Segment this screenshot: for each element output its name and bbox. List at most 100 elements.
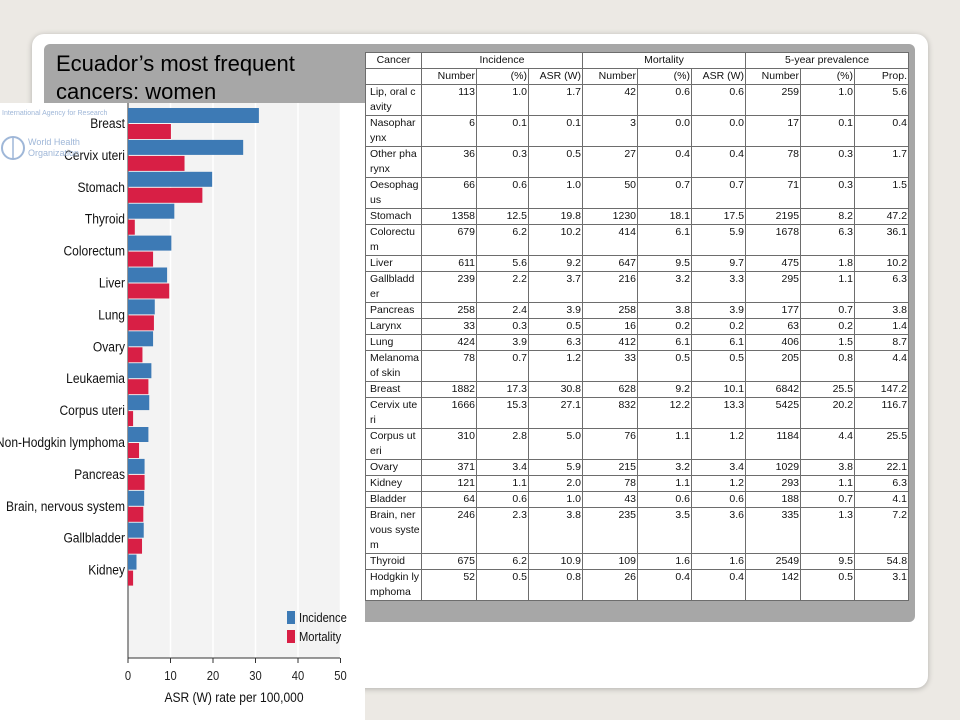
value-cell: 1.3 (800, 507, 856, 554)
category-label: Kidney (88, 562, 125, 578)
value-cell: 1.2 (690, 428, 747, 460)
value-cell: 2.4 (476, 302, 529, 319)
value-cell: 2549 (745, 553, 802, 570)
value-cell: 1678 (745, 224, 802, 256)
bar-chart-panel: 0 10 20 30 40 50 Breast Cervix uteri Stomach Thyr… (0, 103, 365, 720)
value-cell: 0.6 (637, 491, 692, 508)
value-cell: 0.7 (800, 491, 856, 508)
value-cell: 33 (421, 318, 477, 335)
table-row: Melanoma of skin 78 0.7 1.2 33 0.5 0.5 205 0.8 4.… (365, 350, 910, 382)
value-cell: 0.1 (476, 115, 529, 147)
sub-header-cell: Number (421, 68, 477, 85)
value-cell: 63 (745, 318, 802, 335)
value-cell: 9.5 (637, 255, 692, 272)
value-cell: 611 (421, 255, 477, 272)
value-cell: 0.3 (800, 146, 856, 178)
category-label: Thyroid (85, 211, 125, 227)
sub-header-cell (365, 68, 422, 85)
value-cell: 406 (745, 334, 802, 351)
x-axis-label: ASR (W) rate per 100,000 (164, 689, 303, 705)
value-cell: 0.6 (690, 84, 747, 116)
value-cell: 1.0 (476, 84, 529, 116)
value-cell: 1.0 (528, 177, 583, 209)
value-cell: 0.5 (690, 350, 747, 382)
value-cell: 6.3 (854, 271, 910, 303)
x-tick-label: 50 (334, 668, 347, 683)
value-cell: 1882 (421, 381, 477, 398)
table-row: Lung 424 3.9 6.3 412 6.1 6.1 406 1.5 8.7 (365, 334, 910, 351)
value-cell: 9.5 (800, 553, 856, 570)
mortality-bar (128, 315, 154, 331)
value-cell: 0.5 (528, 146, 583, 178)
incidence-bar (128, 139, 244, 155)
value-cell: 216 (582, 271, 638, 303)
table-row: Cervix uteri 1666 15.3 27.1 832 12.2 13.3 5425 2… (365, 397, 910, 429)
value-cell: 3.4 (476, 459, 529, 476)
sub-header-cell: Prop. (854, 68, 910, 85)
category-label: Breast (90, 115, 125, 131)
cancer-name-cell: Corpus uteri (365, 428, 422, 460)
table-group-header-row: Cancer Incidence Mortality 5-year preval… (365, 52, 910, 69)
cancer-name-cell: Hodgkin lymphoma (365, 569, 422, 601)
table-row: Larynx 33 0.3 0.5 16 0.2 0.2 63 0.2 1.4 (365, 318, 910, 335)
x-tick-label: 10 (164, 668, 177, 683)
value-cell: 116.7 (854, 397, 910, 429)
value-cell: 5.9 (528, 459, 583, 476)
category-label: Cervix uteri (64, 147, 125, 163)
value-cell: 239 (421, 271, 477, 303)
value-cell: 43 (582, 491, 638, 508)
value-cell: 17 (745, 115, 802, 147)
incidence-bar (128, 395, 150, 411)
incidence-bar (128, 554, 137, 570)
value-cell: 1358 (421, 208, 477, 225)
value-cell: 142 (745, 569, 802, 601)
value-cell: 2.2 (476, 271, 529, 303)
value-cell: 0.7 (637, 177, 692, 209)
value-cell: 6.3 (528, 334, 583, 351)
cancer-name-cell: Lip, oral cavity (365, 84, 422, 116)
value-cell: 6.3 (854, 475, 910, 492)
cancer-name-cell: Bladder (365, 491, 422, 508)
value-cell: 4.1 (854, 491, 910, 508)
table-body: Lip, oral cavity 113 1.0 1.7 42 0.6 0.6 259 1.0 5… (365, 84, 910, 601)
table-row: Breast 1882 17.3 30.8 628 9.2 10.1 6842 25.5 147.… (365, 381, 910, 398)
value-cell: 295 (745, 271, 802, 303)
table-row: Pancreas 258 2.4 3.9 258 3.8 3.9 177 0.7 3.8 (365, 302, 910, 319)
value-cell: 1.2 (690, 475, 747, 492)
value-cell: 1184 (745, 428, 802, 460)
value-cell: 1029 (745, 459, 802, 476)
x-tick-label: 20 (207, 668, 220, 683)
value-cell: 0.4 (854, 115, 910, 147)
cancer-statistics-table: Cancer Incidence Mortality 5-year preval… (365, 52, 910, 601)
cancer-name-cell: Colorectum (365, 224, 422, 256)
value-cell: 310 (421, 428, 477, 460)
legend-swatch (287, 611, 295, 624)
category-label: Corpus uteri (59, 402, 125, 418)
value-cell: 1.0 (800, 84, 856, 116)
header-mortality: Mortality (581, 52, 747, 69)
category-label: Lung (98, 307, 125, 323)
cancer-name-cell: Breast (365, 381, 422, 398)
value-cell: 27 (582, 146, 638, 178)
value-cell: 20.2 (800, 397, 856, 429)
mortality-bar (128, 411, 134, 427)
value-cell: 17.3 (476, 381, 529, 398)
value-cell: 371 (421, 459, 477, 476)
value-cell: 3.5 (637, 507, 692, 554)
value-cell: 0.2 (690, 318, 747, 335)
value-cell: 0.5 (637, 350, 692, 382)
table-row: Gallbladder 239 2.2 3.7 216 3.2 3.3 295 1.1 6.3 (365, 271, 910, 303)
cancer-name-cell: Gallbladder (365, 271, 422, 303)
x-tick-label: 40 (292, 668, 305, 683)
value-cell: 1.1 (800, 475, 856, 492)
value-cell: 7.2 (854, 507, 910, 554)
table-sub-header-row: Number (%) ASR (W) Number (%) ASR (W) Number (%… (365, 68, 910, 85)
value-cell: 5425 (745, 397, 802, 429)
value-cell: 3.8 (800, 459, 856, 476)
value-cell: 1.7 (854, 146, 910, 178)
value-cell: 0.5 (476, 569, 529, 601)
incidence-bar (128, 203, 175, 219)
value-cell: 3.4 (690, 459, 747, 476)
table-row: Hodgkin lymphoma 52 0.5 0.8 26 0.4 0.4 142 0.5 3.… (365, 569, 910, 601)
cancer-name-cell: Ovary (365, 459, 422, 476)
